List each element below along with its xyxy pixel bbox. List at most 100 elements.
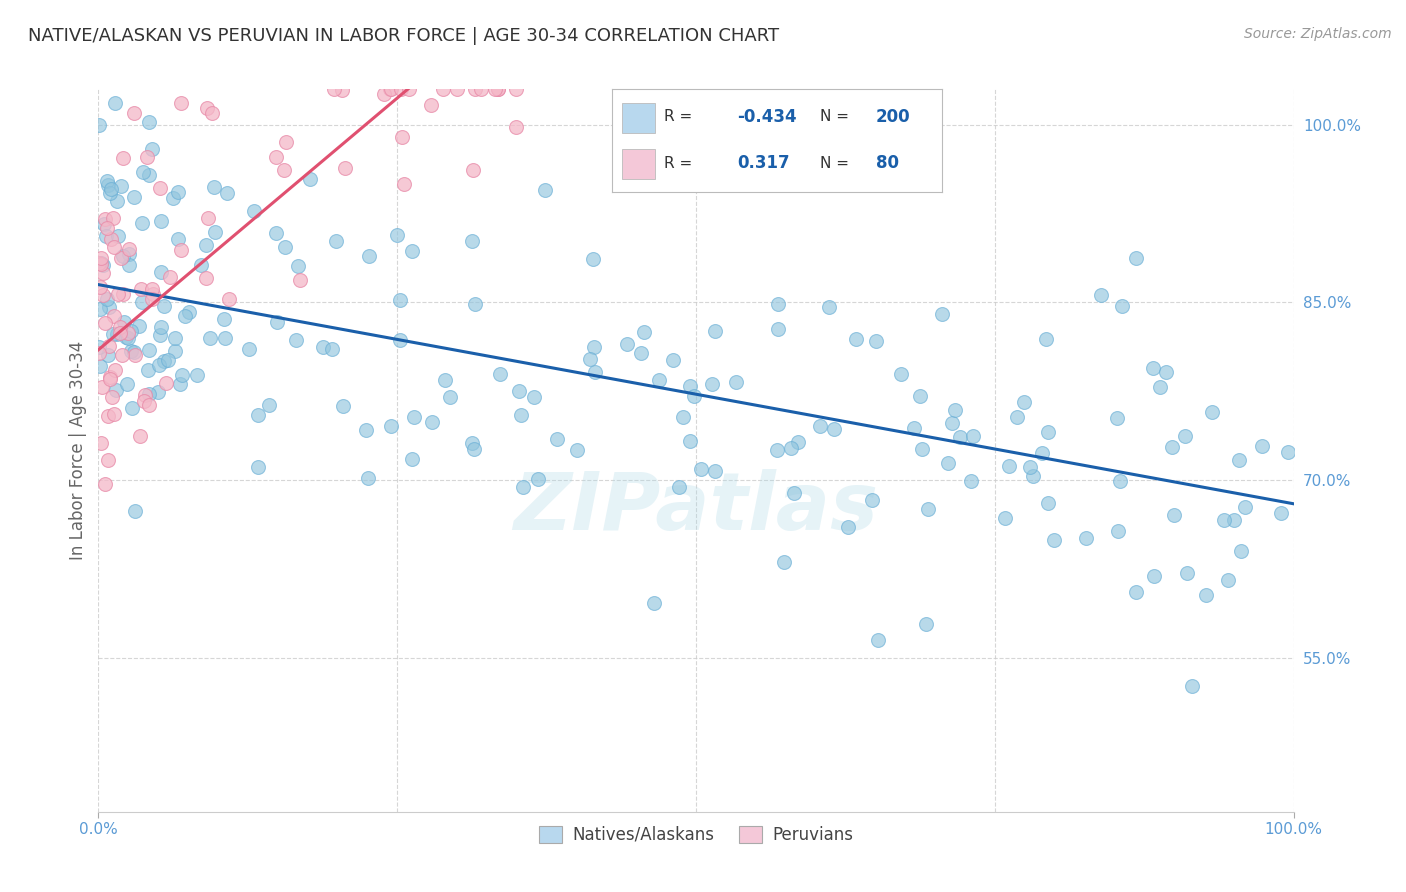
Point (446, 82, 468, 96)
Point (136, 363, 159, 377)
Point (917, 501, 939, 516)
Point (190, 258, 212, 272)
Point (724, 375, 747, 389)
Point (786, 434, 808, 449)
Point (845, 332, 868, 346)
Point (117, 247, 139, 261)
Point (908, 389, 931, 403)
Point (141, 282, 163, 296)
Point (679, 378, 702, 392)
Point (103, 240, 125, 254)
Point (359, 249, 381, 263)
Text: R =: R = (665, 110, 693, 124)
Point (373, 87, 395, 101)
Point (330, 82, 353, 96)
Point (1222, 513, 1244, 527)
Point (1043, 533, 1066, 547)
Point (290, 273, 312, 287)
Point (141, 292, 163, 306)
Point (1090, 288, 1112, 302)
Point (153, 354, 176, 368)
Point (782, 486, 804, 500)
Point (131, 216, 153, 230)
Point (153, 299, 176, 313)
Point (103, 211, 125, 225)
Point (264, 150, 287, 164)
Point (287, 259, 309, 273)
Point (464, 297, 486, 311)
Point (165, 344, 187, 359)
Point (1031, 445, 1053, 459)
Point (461, 162, 484, 177)
Point (817, 300, 839, 314)
Point (420, 98, 443, 112)
Point (266, 315, 288, 329)
Point (97, 409, 120, 423)
Point (194, 271, 217, 285)
Point (132, 165, 155, 179)
Point (101, 390, 124, 404)
Point (141, 142, 163, 156)
Point (149, 320, 172, 334)
Point (90, 256, 112, 270)
Point (155, 376, 177, 390)
Point (1229, 453, 1251, 467)
Point (1212, 513, 1234, 527)
Point (941, 416, 963, 430)
Point (1014, 394, 1036, 409)
Point (703, 464, 725, 478)
Point (1250, 439, 1272, 453)
Point (546, 432, 568, 446)
Point (911, 442, 934, 456)
Point (122, 189, 145, 203)
Point (100, 231, 122, 245)
Point (259, 398, 281, 412)
Point (98, 186, 121, 201)
Point (312, 340, 335, 354)
Point (865, 334, 887, 348)
Point (96, 174, 118, 188)
Point (1195, 588, 1218, 602)
Point (204, 225, 226, 239)
Point (582, 252, 605, 266)
Point (90, 256, 112, 270)
Point (936, 456, 959, 470)
Point (321, 342, 343, 356)
Point (89, 359, 111, 373)
Point (1019, 459, 1042, 474)
Point (1163, 508, 1185, 522)
Point (643, 596, 665, 610)
Point (148, 358, 170, 372)
Y-axis label: In Labor Force | Age 30-34: In Labor Force | Age 30-34 (69, 341, 87, 560)
Point (128, 319, 150, 334)
Point (1234, 500, 1257, 515)
Point (1074, 531, 1097, 545)
Point (91, 258, 114, 272)
Point (117, 326, 139, 340)
Text: 200: 200 (876, 108, 911, 126)
Point (567, 442, 589, 457)
Point (93, 477, 115, 491)
Point (1143, 568, 1166, 582)
Point (434, 373, 457, 387)
Point (238, 342, 260, 356)
Point (276, 135, 298, 149)
Point (512, 479, 534, 493)
Point (121, 401, 143, 415)
Point (773, 555, 796, 569)
Point (668, 479, 690, 493)
Point (391, 129, 413, 144)
Point (122, 344, 145, 359)
Point (247, 459, 270, 474)
Point (1277, 444, 1299, 458)
Point (214, 311, 236, 326)
Point (432, 82, 454, 96)
Point (87, 340, 110, 354)
Point (389, 293, 412, 307)
Point (284, 333, 307, 347)
Point (120, 344, 142, 359)
Point (136, 150, 159, 164)
Point (1111, 299, 1133, 313)
Point (931, 307, 953, 321)
Text: -0.434: -0.434 (737, 108, 797, 126)
